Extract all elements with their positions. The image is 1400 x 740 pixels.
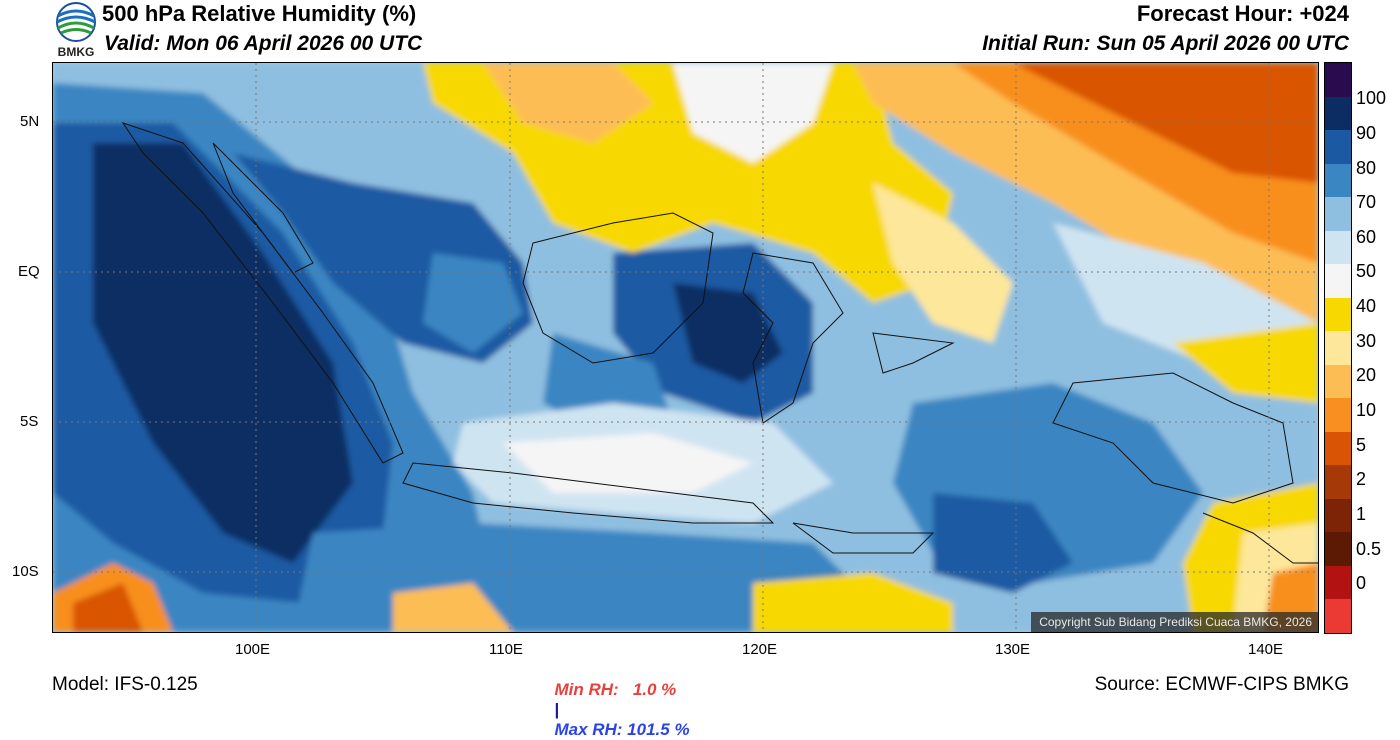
coastlines <box>121 122 1318 564</box>
colorbar-segment <box>1325 398 1351 433</box>
colorbar-segment <box>1325 163 1351 198</box>
colorbar-segment <box>1325 599 1351 634</box>
colorbar-segment <box>1325 532 1351 567</box>
colorbar <box>1324 62 1352 634</box>
min-rh: Min RH: 1.0 % <box>554 680 677 699</box>
colorbar-label: 30 <box>1356 331 1377 351</box>
humidity-map: Copyright Sub Bidang Prediksi Cuaca BMKG… <box>52 62 1319 633</box>
colorbar-segment <box>1325 264 1351 299</box>
colorbar-label: 0 <box>1356 573 1367 593</box>
copyright-notice: Copyright Sub Bidang Prediksi Cuaca BMKG… <box>1031 612 1318 632</box>
colorbar-label: 40 <box>1356 296 1377 316</box>
forecast-hour: Forecast Hour: +024 <box>1136 1 1349 26</box>
colorbar-label: 50 <box>1356 261 1377 281</box>
lat-label-10s: 10S <box>12 563 39 580</box>
humidity-field <box>53 63 1318 632</box>
stats-separator: | <box>554 700 560 719</box>
colorbar-label: 90 <box>1356 123 1377 143</box>
bmkg-logo: BMKG <box>52 2 100 60</box>
colorbar-segment <box>1325 498 1351 533</box>
colorbar-segment <box>1325 565 1351 600</box>
colorbar-segment <box>1325 364 1351 399</box>
lat-label-5s: 5S <box>20 413 39 430</box>
colorbar-segment <box>1325 331 1351 366</box>
lat-label-eq: EQ <box>18 263 40 280</box>
colorbar-label: 100 <box>1356 88 1387 108</box>
bmkg-logo-text: BMKG <box>57 45 95 59</box>
colorbar-label: 70 <box>1356 192 1377 212</box>
max-rh: Max RH: 101.5 % <box>554 720 690 739</box>
model-label: Model: IFS-0.125 <box>52 674 198 695</box>
lat-label-5n: 5N <box>20 113 40 130</box>
initial-run: Initial Run: Sun 05 April 2026 00 UTC <box>982 32 1349 55</box>
colorbar-label: 20 <box>1356 365 1377 385</box>
rh-stats: Min RH: 1.0 % | Max RH: 101.5 % <box>545 660 690 740</box>
lon-label-100e: 100E <box>235 641 271 658</box>
colorbar-segment <box>1325 197 1351 232</box>
colorbar-segment <box>1325 297 1351 332</box>
colorbar-segment <box>1325 465 1351 500</box>
valid-time: Valid: Mon 06 April 2026 00 UTC <box>104 32 423 55</box>
colorbar-segment <box>1325 431 1351 466</box>
colorbar-segment <box>1325 96 1351 131</box>
lon-label-120e: 120E <box>742 641 778 658</box>
colorbar-segment <box>1325 63 1351 98</box>
colorbar-label: 1 <box>1356 504 1367 524</box>
colorbar-label: 2 <box>1356 469 1367 489</box>
colorbar-segment <box>1325 130 1351 165</box>
map-title: 500 hPa Relative Humidity (%) <box>102 1 417 26</box>
colorbar-label: 0.5 <box>1356 539 1382 559</box>
colorbar-segment <box>1325 230 1351 265</box>
lon-label-140e: 140E <box>1248 641 1284 658</box>
bmkg-emblem-icon <box>56 2 96 42</box>
source-label: Source: ECMWF-CIPS BMKG <box>1094 674 1349 695</box>
lon-label-110e: 110E <box>489 641 523 658</box>
colorbar-label: 10 <box>1356 400 1377 420</box>
graticule <box>53 63 1318 632</box>
lon-label-130e: 130E <box>995 641 1031 658</box>
colorbar-label: 5 <box>1356 435 1367 455</box>
colorbar-label: 80 <box>1356 158 1377 178</box>
colorbar-label: 60 <box>1356 227 1377 247</box>
